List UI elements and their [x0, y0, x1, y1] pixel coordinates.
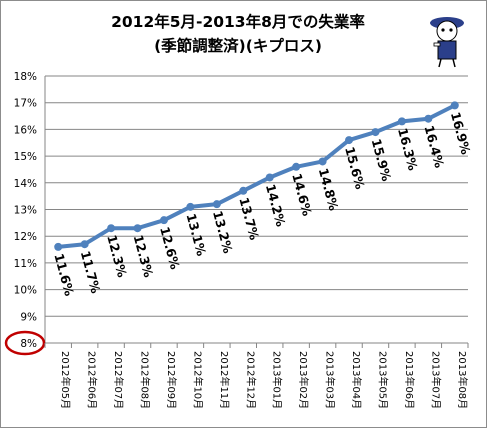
data-label: 13.2%	[210, 209, 236, 255]
data-point	[107, 224, 116, 233]
data-point	[424, 114, 433, 123]
x-tick-label: 2013年07月	[429, 351, 442, 409]
data-labels: 11.6% 11.7% 12.3% 12.3% 12.6% 13.1% 13.2% 13.7%…	[51, 110, 473, 298]
data-label: 14.2%	[263, 182, 289, 228]
x-tick-label: 2012年06月	[86, 351, 99, 409]
y-tick-label: 13%	[14, 205, 37, 217]
x-tick-label: 2013年05月	[376, 351, 389, 409]
data-point	[318, 157, 327, 166]
series-line	[58, 103, 456, 249]
chart-title-line1: 2012年5月-2013年8月での失業率	[111, 12, 365, 31]
data-label: 12.3%	[104, 233, 130, 279]
data-label: 12.6%	[157, 225, 183, 271]
x-tick-label: 2013年04月	[350, 351, 363, 409]
data-point	[292, 162, 301, 171]
x-tick-label: 2013年08月	[456, 351, 469, 409]
data-point	[450, 101, 459, 110]
y-tick-label: 9%	[20, 311, 37, 323]
x-tick-label: 2012年10月	[191, 351, 204, 409]
series-unemployment	[54, 101, 459, 251]
data-point	[159, 216, 168, 225]
data-label: 13.7%	[236, 196, 262, 242]
x-tick-label: 2012年11月	[218, 351, 231, 409]
chart-title: 2012年5月-2013年8月での失業率 (季節調整済)(キプロス)	[111, 12, 365, 55]
data-label: 15.6%	[342, 145, 368, 191]
x-tick-label: 2013年06月	[403, 351, 416, 409]
data-point	[345, 136, 354, 145]
y-tick-label: 8%	[20, 338, 37, 350]
x-tick-label: 2012年09月	[165, 351, 178, 409]
x-tick-label: 2012年12月	[244, 351, 257, 409]
chart-title-line2: (季節調整済)(キプロス)	[154, 36, 322, 55]
data-label: 14.6%	[289, 172, 315, 218]
y-tick-label: 17%	[14, 98, 37, 110]
data-point	[54, 242, 63, 251]
x-tick-label: 2013年01月	[271, 351, 284, 409]
data-label: 14.8%	[316, 166, 342, 212]
x-tick-label: 2012年05月	[59, 351, 72, 409]
data-label: 16.9%	[448, 110, 474, 156]
data-point	[186, 202, 195, 211]
data-label: 12.3%	[131, 233, 157, 279]
x-axis-ticks: 2012年05月 2012年06月 2012年07月 2012年08月 2012年09月…	[44, 343, 469, 409]
data-point	[133, 224, 142, 233]
y-tick-label: 16%	[14, 124, 37, 136]
x-tick-label: 2013年03月	[324, 351, 337, 409]
data-point	[80, 240, 89, 249]
data-label: 16.3%	[395, 126, 421, 172]
x-tick-label: 2013年02月	[297, 351, 310, 409]
y-tick-label: 18%	[14, 71, 37, 83]
data-point	[265, 173, 274, 182]
grid-lines	[4, 75, 468, 356]
data-point	[239, 186, 248, 195]
data-label: 16.4%	[421, 124, 447, 170]
data-point	[212, 200, 221, 209]
data-label: 11.7%	[78, 249, 104, 295]
data-point	[397, 117, 406, 126]
data-label: 11.6%	[51, 252, 77, 298]
y-tick-label: 11%	[14, 258, 37, 270]
axis-start-highlight-ring	[4, 330, 46, 356]
data-label: 15.9%	[369, 137, 395, 183]
y-tick-label: 14%	[14, 178, 37, 190]
x-tick-label: 2012年08月	[139, 351, 152, 409]
y-tick-label: 10%	[14, 285, 37, 297]
y-tick-label: 12%	[14, 231, 37, 243]
data-label: 13.1%	[184, 212, 210, 258]
y-axis-ticks: 8% 9% 10% 11% 12% 13% 14% 15% 16% 17% 18%	[14, 71, 37, 350]
data-point	[371, 128, 380, 137]
x-tick-label: 2012年07月	[112, 351, 125, 409]
cartoon-mascot-icon	[430, 17, 464, 68]
y-tick-label: 15%	[14, 151, 37, 163]
